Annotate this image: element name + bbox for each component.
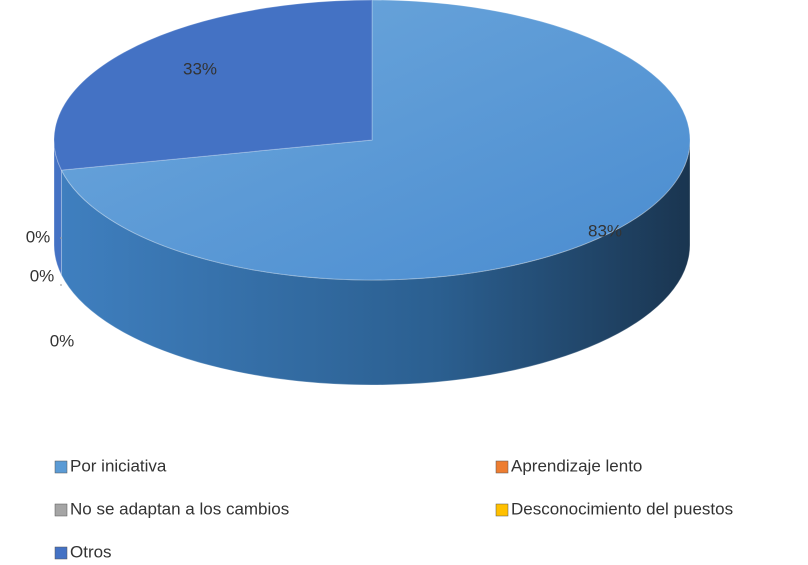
legend-label: Otros [70, 542, 112, 561]
legend-swatch [54, 546, 68, 560]
data-label: 83% [588, 221, 622, 240]
data-label: 0% [26, 227, 51, 246]
data-label: 0% [30, 266, 55, 285]
slice [60, 0, 691, 281]
slice [53, 0, 373, 171]
legend-swatch [495, 503, 509, 517]
legend-swatch [54, 460, 68, 474]
legend-label: Desconocimiento del puestos [511, 499, 733, 518]
legend-swatch [495, 460, 509, 474]
legend-label: Por iniciativa [70, 456, 167, 475]
legend-label: Aprendizaje lento [511, 456, 642, 475]
data-label: 33% [183, 59, 217, 78]
data-label: 0% [50, 331, 75, 350]
pie: 83% 0% 0% 0% 33% [26, 0, 691, 386]
legend: Por iniciativa Aprendizaje lento No se ada… [54, 456, 733, 561]
legend-swatch [54, 503, 68, 517]
legend-label: No se adaptan a los cambios [70, 499, 289, 518]
